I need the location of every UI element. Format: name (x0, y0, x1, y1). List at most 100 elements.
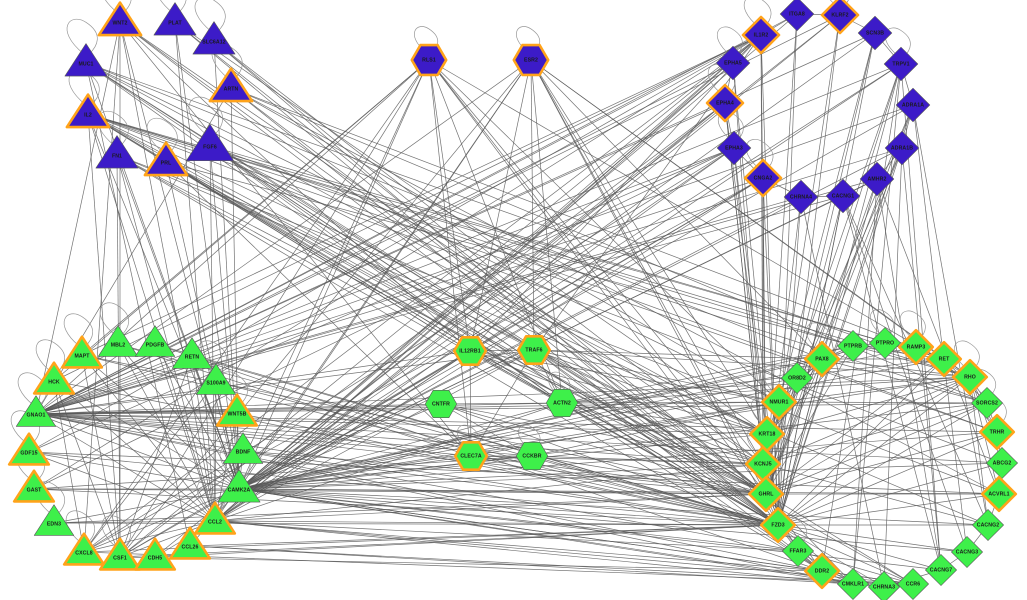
node-shape-diamond[interactable] (925, 340, 963, 378)
node-shape-triangle[interactable] (222, 432, 264, 464)
node-shape-diamond[interactable] (972, 509, 1004, 541)
node-shape-diamond[interactable] (803, 552, 841, 590)
node-shape-triangle[interactable] (192, 21, 236, 55)
node-shape-diamond[interactable] (951, 358, 989, 396)
node-gdf15[interactable]: GDF15 (7, 432, 51, 466)
node-cacng7[interactable]: CACNG7 (925, 554, 957, 586)
node-acvrl1[interactable]: ACVRL1 (980, 475, 1018, 513)
node-trpv1[interactable]: TRPV1 (883, 46, 919, 82)
node-shape-triangle[interactable] (133, 537, 177, 571)
node-shape-triangle[interactable] (60, 335, 104, 369)
node-ccr6[interactable]: CCR6 (897, 568, 929, 600)
node-shape-diamond[interactable] (951, 536, 983, 568)
node-shape-triangle[interactable] (97, 325, 139, 357)
node-shape-triangle[interactable] (217, 469, 261, 503)
node-fgf6[interactable]: FGF6 (186, 124, 234, 161)
node-klrf2[interactable]: KLRF2 (820, 0, 860, 35)
node-shape-triangle[interactable] (168, 526, 212, 560)
node-shape-hexagon[interactable] (515, 441, 549, 471)
node-shape-triangle[interactable] (97, 1, 143, 37)
node-shape-diamond[interactable] (884, 130, 920, 166)
node-shape-diamond[interactable] (715, 45, 751, 81)
node-traf6[interactable]: TRAF6 (516, 334, 552, 366)
node-shape-triangle[interactable] (65, 93, 111, 129)
node-shape-hexagon[interactable] (452, 335, 488, 367)
node-shape-diamond[interactable] (897, 328, 935, 366)
node-shape-diamond[interactable] (925, 554, 957, 586)
node-edn3[interactable]: EDN3 (33, 504, 75, 536)
node-shape-triangle[interactable] (134, 325, 176, 357)
node-shape-diamond[interactable] (783, 179, 819, 215)
node-shape-diamond[interactable] (820, 0, 860, 35)
node-shape-hexagon[interactable] (424, 389, 458, 419)
node-shape-triangle[interactable] (215, 393, 259, 427)
node-scn3b[interactable]: SCN3B (857, 15, 893, 51)
node-shape-triangle[interactable] (153, 2, 197, 36)
node-shape-hexagon[interactable] (512, 43, 550, 77)
node-trhr[interactable]: TRHR (978, 413, 1016, 451)
node-slc6a12[interactable]: SLC6A12 (192, 21, 236, 55)
node-shape-diamond[interactable] (781, 362, 813, 394)
node-chrna3[interactable]: CHRNA3 (868, 571, 900, 600)
node-shape-triangle[interactable] (64, 43, 108, 77)
node-shape-diamond[interactable] (747, 475, 785, 513)
node-shape-triangle[interactable] (98, 537, 142, 571)
node-shape-triangle[interactable] (171, 337, 213, 369)
node-shape-triangle[interactable] (95, 135, 139, 169)
node-shape-triangle[interactable] (186, 124, 234, 161)
node-shape-diamond[interactable] (971, 387, 1003, 419)
node-shape-hexagon[interactable] (516, 334, 552, 366)
node-clec7a[interactable]: CLEC7A (453, 440, 489, 472)
node-shape-diamond[interactable] (760, 383, 798, 421)
node-chrna4[interactable]: CHRNA4 (783, 179, 819, 215)
node-shape-hexagon[interactable] (410, 43, 448, 77)
node-esr2[interactable]: ESR2 (512, 43, 550, 77)
node-shape-diamond[interactable] (837, 330, 869, 362)
node-shape-diamond[interactable] (868, 571, 900, 600)
node-cntfr[interactable]: CNTFR (424, 389, 458, 419)
node-shape-diamond[interactable] (859, 161, 895, 197)
node-shape-diamond[interactable] (980, 475, 1018, 513)
node-il12rb1[interactable]: IL12RB1 (452, 335, 488, 367)
node-rls1[interactable]: RLS1 (410, 43, 448, 77)
node-wnt2[interactable]: WNT2 (97, 1, 143, 37)
node-shape-diamond[interactable] (883, 46, 919, 82)
node-shape-diamond[interactable] (897, 568, 929, 600)
node-shape-diamond[interactable] (895, 87, 931, 123)
node-shape-diamond[interactable] (869, 327, 901, 359)
node-itga8[interactable]: ITGA8 (779, 0, 815, 32)
node-shape-triangle[interactable] (62, 532, 106, 566)
node-adra1a[interactable]: ADRA1A (895, 87, 931, 123)
node-shape-diamond[interactable] (825, 178, 861, 214)
node-il2[interactable]: IL2 (65, 93, 111, 129)
node-shape-triangle[interactable] (143, 141, 189, 177)
node-shape-triangle[interactable] (15, 395, 57, 427)
node-shape-diamond[interactable] (803, 340, 841, 378)
node-shape-diamond[interactable] (741, 15, 781, 55)
node-shape-hexagon[interactable] (545, 388, 579, 418)
node-shape-triangle[interactable] (33, 504, 75, 536)
node-shape-hexagon[interactable] (453, 440, 489, 472)
node-gast[interactable]: GAST (12, 469, 56, 503)
node-shape-triangle[interactable] (12, 469, 56, 503)
node-shape-diamond[interactable] (759, 506, 797, 544)
node-shape-triangle[interactable] (32, 361, 76, 395)
node-cacng2[interactable]: CACNG2 (972, 509, 1004, 541)
node-shape-triangle[interactable] (195, 363, 237, 395)
node-plat[interactable]: PLAT (153, 2, 197, 36)
node-shape-diamond[interactable] (779, 0, 815, 32)
node-shape-diamond[interactable] (782, 535, 814, 567)
node-mapt[interactable]: MAPT (60, 335, 104, 369)
node-shape-diamond[interactable] (705, 83, 745, 123)
node-shape-diamond[interactable] (978, 413, 1016, 451)
node-shape-diamond[interactable] (743, 158, 783, 198)
node-shape-triangle[interactable] (208, 67, 254, 103)
node-shape-diamond[interactable] (716, 130, 752, 166)
node-shape-triangle[interactable] (193, 501, 237, 535)
node-shape-triangle[interactable] (7, 432, 51, 466)
node-pdgfb[interactable]: PDGFB (134, 325, 176, 357)
node-ccl2[interactable]: CCL2 (193, 501, 237, 535)
node-cacng3[interactable]: CACNG3 (951, 536, 983, 568)
